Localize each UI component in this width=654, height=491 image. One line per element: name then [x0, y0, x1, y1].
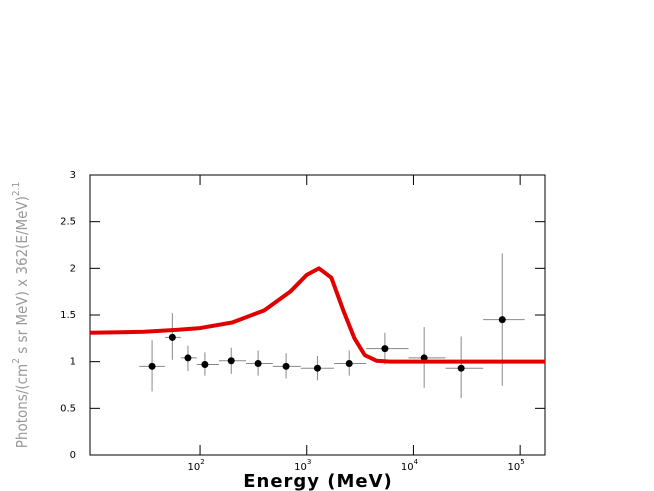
x-tick-label: 103 — [294, 458, 311, 473]
model-curve — [89, 266, 545, 364]
data-point — [168, 333, 176, 341]
x-tick-sup: 5 — [520, 458, 524, 466]
y-tick-label: 0.5 — [60, 403, 76, 414]
y-axis-label: Photons/(cm2 s sr MeV) x 362(E/MeV)2.1 — [11, 182, 31, 449]
data-point — [457, 364, 465, 372]
x-tick-label: 105 — [508, 458, 525, 473]
y-tick-label: 1.5 — [60, 310, 76, 321]
data-point — [381, 345, 389, 353]
x-tick-base: 10 — [187, 462, 200, 473]
data-point — [282, 362, 290, 370]
x-tick-base: 10 — [508, 462, 521, 473]
x-tick-base: 10 — [294, 462, 307, 473]
y-tick-label: 2 — [70, 263, 76, 274]
y-tick-label: 2.5 — [60, 217, 76, 228]
y-label-sup: 2 — [11, 358, 22, 364]
x-tick-label: 102 — [187, 458, 204, 473]
data-point — [345, 360, 353, 368]
plot-frame — [89, 174, 546, 456]
x-tick-sup: 4 — [414, 458, 419, 466]
x-tick-label: 104 — [401, 458, 419, 473]
data-point — [227, 357, 235, 365]
y-tick-label: 0 — [70, 450, 76, 461]
y-label-part: s sr MeV) x 362(E/MeV) — [13, 196, 31, 358]
data-point — [201, 360, 209, 368]
x-axis-label: Energy (MeV) — [243, 471, 393, 491]
y-tick-label: 3 — [70, 170, 76, 181]
x-tick-sup: 3 — [307, 458, 311, 466]
data-point — [313, 364, 321, 372]
data-point — [254, 360, 262, 368]
x-tick-base: 10 — [401, 462, 414, 473]
y-tick-label: 1 — [70, 357, 76, 368]
y-label-sup: 2.1 — [11, 182, 22, 196]
x-tick-sup: 2 — [200, 458, 204, 466]
data-point — [184, 354, 192, 362]
data-point — [498, 316, 506, 324]
data-point — [148, 362, 156, 370]
y-label-part: Photons/(cm — [13, 364, 31, 448]
